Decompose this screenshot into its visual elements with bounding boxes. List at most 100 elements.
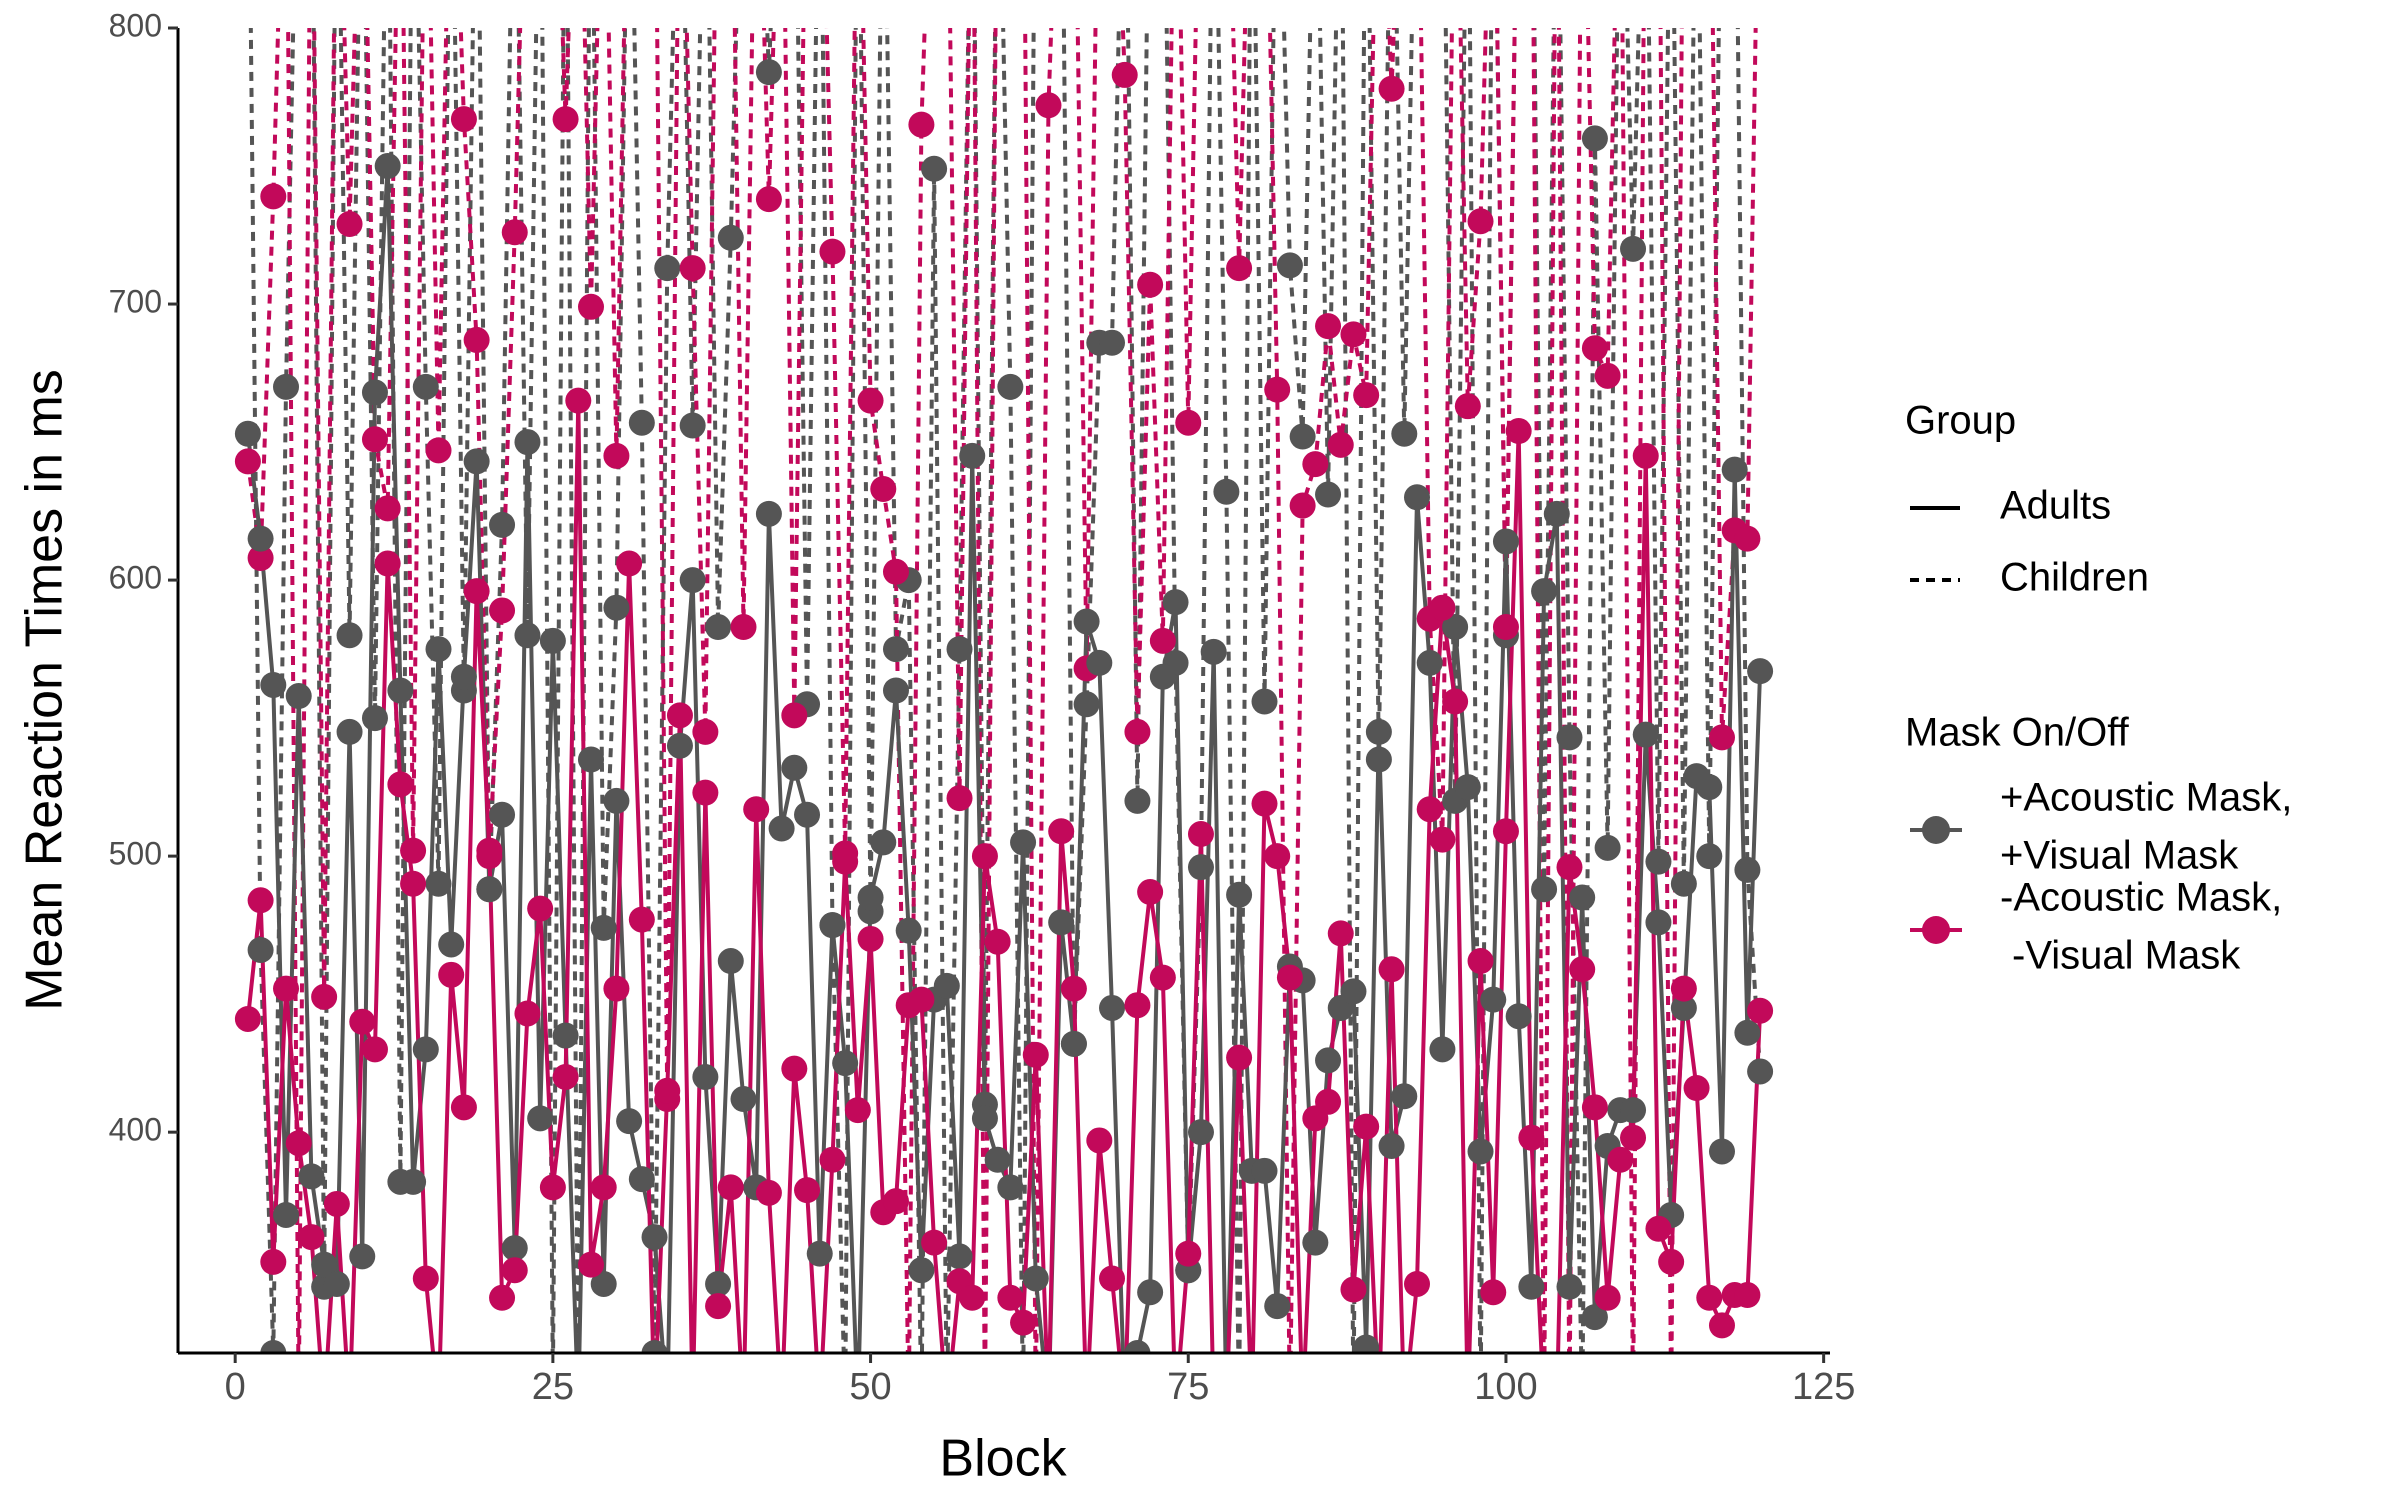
point (234, 420, 261, 447)
point (1073, 608, 1100, 635)
point (1569, 956, 1596, 983)
point (578, 1251, 604, 1278)
point (1416, 649, 1443, 676)
point (616, 550, 643, 577)
point (311, 983, 338, 1010)
point (1734, 856, 1761, 883)
point (1480, 1279, 1507, 1306)
point (489, 511, 516, 538)
point (400, 870, 427, 897)
point (705, 614, 732, 641)
point (361, 705, 388, 732)
point (1022, 1265, 1049, 1292)
point (908, 1395, 934, 1421)
point (1734, 1282, 1761, 1309)
point (260, 1248, 287, 1275)
legend-key (1922, 816, 1950, 844)
series-line (245, 400, 1763, 1353)
point (311, 1251, 338, 1278)
point (349, 1243, 376, 1270)
point (1074, 1395, 1100, 1421)
point (1581, 125, 1608, 152)
point (1645, 909, 1672, 936)
point (908, 986, 935, 1013)
point (857, 387, 884, 414)
point (1454, 393, 1481, 420)
point (1111, 61, 1138, 88)
point (768, 815, 795, 842)
point (895, 917, 922, 944)
y-tick-label: 600 (109, 560, 162, 596)
point (1556, 724, 1583, 751)
point (1544, 1395, 1570, 1421)
y-tick-label: 400 (109, 1112, 162, 1148)
point (336, 718, 363, 745)
point (323, 1190, 350, 1217)
point (476, 876, 503, 903)
point (286, 1395, 312, 1421)
point (1696, 843, 1723, 870)
point (679, 255, 706, 282)
point (616, 1108, 643, 1135)
point (578, 293, 604, 320)
point (578, 746, 604, 773)
point (946, 785, 973, 812)
point (387, 771, 414, 798)
point (425, 870, 452, 897)
point (1099, 994, 1126, 1021)
point (857, 925, 884, 952)
point (1518, 1273, 1545, 1300)
point (908, 111, 935, 138)
point (641, 1340, 668, 1353)
point (514, 622, 541, 649)
point (1378, 75, 1405, 102)
point (539, 627, 566, 654)
point (1467, 1138, 1494, 1165)
point (552, 106, 579, 133)
series-line (245, 28, 1758, 1353)
point (247, 525, 274, 552)
point (1124, 1340, 1151, 1353)
point (934, 1395, 960, 1421)
point (1556, 854, 1583, 881)
point (717, 224, 744, 251)
point (1391, 420, 1418, 447)
point (463, 578, 490, 605)
point (1429, 594, 1456, 621)
point (1060, 1030, 1087, 1057)
point (514, 1000, 541, 1027)
point (870, 475, 897, 502)
point (1149, 663, 1176, 690)
point (1340, 1276, 1367, 1303)
point (997, 373, 1024, 400)
point (590, 1270, 617, 1297)
point (323, 1270, 350, 1297)
point (1442, 688, 1469, 715)
point (1264, 376, 1291, 403)
point (1683, 1075, 1710, 1101)
point (971, 843, 998, 870)
point (1023, 1395, 1049, 1421)
point (1289, 423, 1316, 450)
point (717, 1174, 744, 1201)
point (1747, 1058, 1774, 1085)
point (590, 1174, 617, 1201)
point (933, 972, 960, 999)
point (1404, 1270, 1430, 1297)
point (628, 409, 655, 436)
point (450, 1094, 477, 1121)
plot-area (234, 28, 1774, 1421)
point (705, 1270, 732, 1297)
point (234, 1005, 261, 1032)
point (1112, 1395, 1138, 1421)
point (1289, 492, 1316, 519)
point (997, 1284, 1024, 1311)
point (1607, 1146, 1634, 1173)
point (844, 1097, 871, 1124)
point (603, 975, 630, 1002)
point (374, 495, 401, 522)
point (1099, 1265, 1126, 1292)
point (1213, 1395, 1239, 1421)
point (1340, 321, 1367, 348)
point (794, 1177, 821, 1204)
